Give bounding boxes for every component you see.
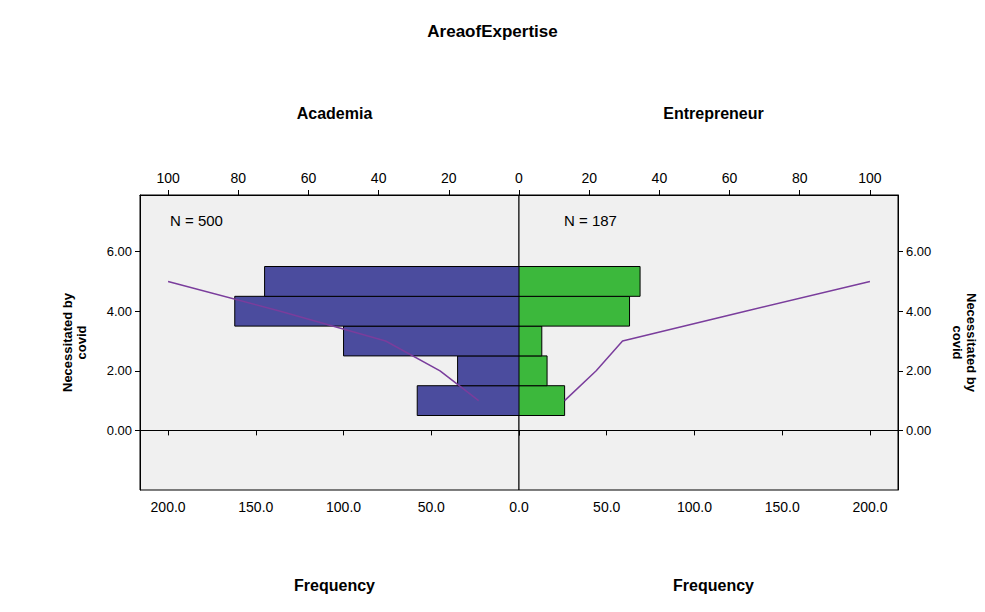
svg-text:200.0: 200.0	[852, 499, 887, 515]
svg-text:Necessitated by: Necessitated by	[60, 292, 75, 392]
svg-text:0.00: 0.00	[906, 423, 931, 438]
svg-text:20: 20	[581, 170, 597, 186]
svg-text:Frequency: Frequency	[294, 577, 375, 594]
svg-text:60: 60	[722, 170, 738, 186]
svg-text:100: 100	[858, 170, 882, 186]
svg-text:60: 60	[301, 170, 317, 186]
svg-text:covid: covid	[950, 326, 965, 360]
svg-text:150.0: 150.0	[765, 499, 800, 515]
svg-text:100.0: 100.0	[326, 499, 361, 515]
svg-text:Necessitated by: Necessitated by	[964, 293, 979, 393]
svg-text:Academia: Academia	[297, 105, 373, 122]
svg-text:20: 20	[441, 170, 457, 186]
svg-text:40: 40	[652, 170, 668, 186]
svg-text:40: 40	[371, 170, 387, 186]
svg-text:AreaofExpertise: AreaofExpertise	[427, 22, 557, 41]
svg-text:80: 80	[230, 170, 246, 186]
svg-text:0.0: 0.0	[509, 499, 529, 515]
svg-text:Entrepreneur: Entrepreneur	[663, 105, 763, 122]
svg-text:2.00: 2.00	[906, 363, 931, 378]
svg-text:covid: covid	[74, 325, 89, 359]
svg-text:6.00: 6.00	[107, 244, 132, 259]
svg-text:80: 80	[792, 170, 808, 186]
svg-text:50.0: 50.0	[593, 499, 620, 515]
svg-text:0: 0	[515, 170, 523, 186]
svg-text:4.00: 4.00	[906, 304, 931, 319]
svg-text:0.00: 0.00	[107, 423, 132, 438]
svg-text:4.00: 4.00	[107, 304, 132, 319]
svg-text:N = 187: N = 187	[564, 212, 617, 229]
svg-text:Frequency: Frequency	[673, 577, 754, 594]
svg-text:200.0: 200.0	[151, 499, 186, 515]
svg-text:100.0: 100.0	[677, 499, 712, 515]
svg-text:50.0: 50.0	[418, 499, 445, 515]
svg-text:N = 500: N = 500	[170, 212, 223, 229]
svg-text:6.00: 6.00	[906, 244, 931, 259]
svg-text:150.0: 150.0	[238, 499, 273, 515]
svg-text:100: 100	[156, 170, 180, 186]
svg-text:2.00: 2.00	[107, 363, 132, 378]
